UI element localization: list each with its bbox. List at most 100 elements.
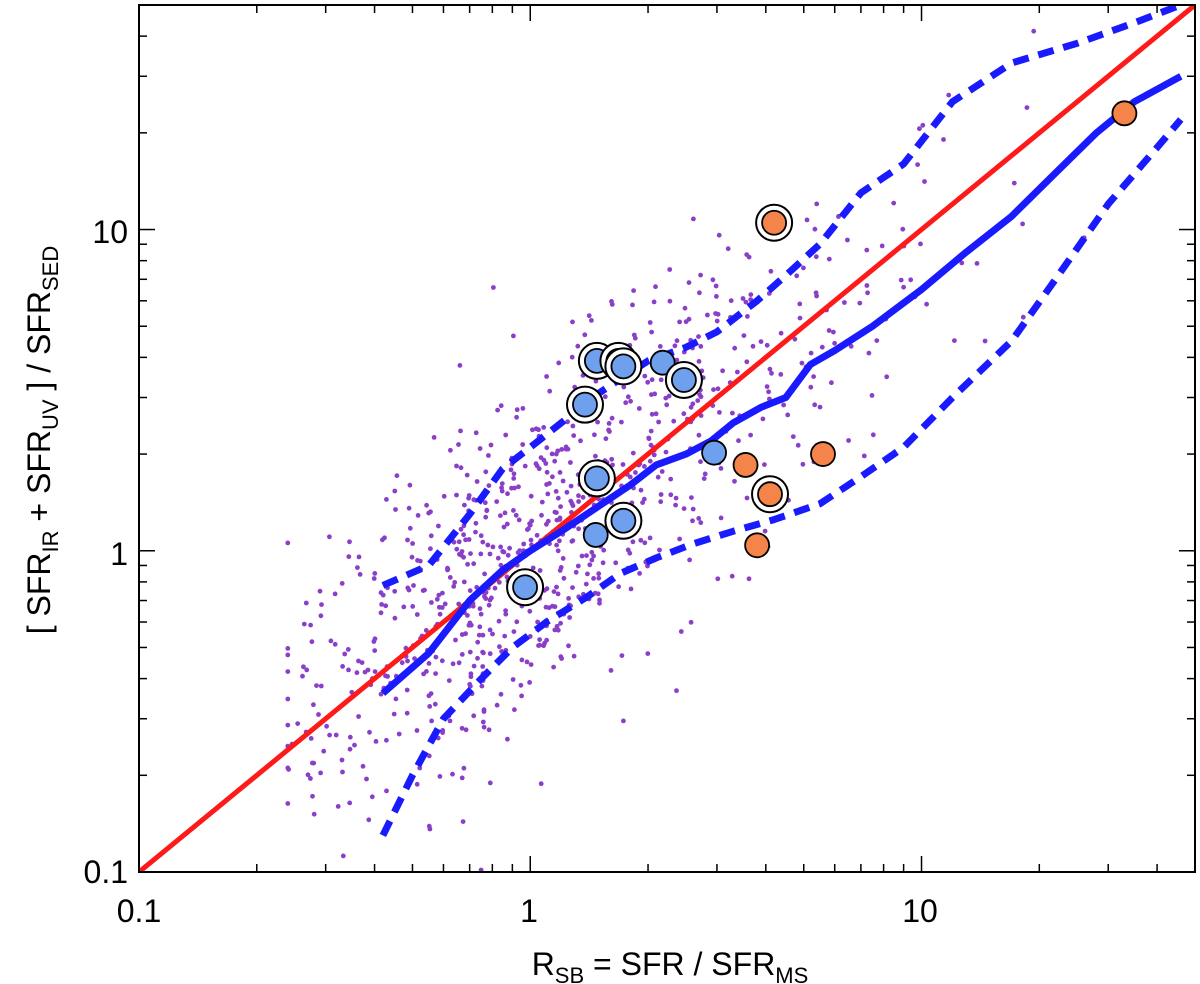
sample-point (695, 398, 701, 403)
sample-point (808, 384, 814, 390)
blue-source-marker (512, 574, 538, 601)
sample-point (647, 535, 653, 541)
orange-source-marker (1111, 100, 1138, 127)
sample-point (369, 794, 375, 800)
sample-point (432, 701, 438, 707)
sample-point (285, 540, 291, 546)
sample-point (736, 438, 741, 444)
sample-point (814, 293, 819, 299)
upper-percentile-line (381, 5, 1183, 589)
sample-point (613, 560, 619, 566)
sample-point (448, 447, 453, 453)
sample-point (686, 280, 692, 285)
sample-point (459, 632, 465, 637)
sample-point (630, 539, 636, 545)
sample-point (767, 366, 773, 372)
sample-point (589, 318, 594, 323)
sample-point (799, 360, 805, 366)
sample-point (318, 613, 324, 619)
sample-point (396, 731, 402, 737)
sample-point (593, 378, 599, 384)
sample-point (625, 394, 631, 400)
sample-point (778, 372, 784, 377)
x-tick-label-0.1: 0.1 (117, 893, 161, 929)
sample-point (486, 453, 491, 458)
x-axis-title: RSB = SFR / SFRMS (532, 946, 809, 984)
sample-point (301, 664, 306, 670)
sample-point (530, 565, 536, 571)
sample-point (819, 344, 825, 350)
sample-point (528, 662, 534, 667)
sample-point (591, 553, 596, 559)
one-to-one-line-line (139, 5, 1195, 872)
sample-point (366, 817, 372, 823)
sample-point (333, 732, 339, 738)
sample-point (485, 542, 491, 548)
sample-point (744, 359, 750, 365)
sample-point (516, 484, 521, 490)
sample-point (445, 567, 450, 573)
sample-point (547, 481, 552, 486)
sample-point (404, 710, 410, 716)
sample-point (467, 649, 473, 655)
sample-point (429, 718, 434, 724)
sample-point (884, 374, 890, 380)
sample-point (340, 769, 345, 775)
sample-point (657, 344, 663, 349)
sample-point (537, 637, 542, 642)
sample-point (557, 568, 563, 573)
sample-point (511, 629, 517, 634)
sample-point (641, 496, 647, 502)
sample-point (794, 273, 800, 279)
sample-point (649, 411, 655, 417)
sample-point (414, 728, 420, 733)
sample-point (702, 471, 708, 477)
sample-point (922, 179, 927, 184)
sample-point (345, 647, 351, 652)
sample-point (458, 428, 463, 434)
sample-point (450, 771, 455, 777)
sample-point (383, 673, 388, 679)
sample-point (426, 661, 432, 666)
sample-point (713, 311, 718, 316)
sample-point (498, 513, 503, 518)
sample-point (790, 434, 796, 439)
sample-point (372, 669, 378, 674)
sample-point (483, 596, 489, 601)
blue-source-marker (572, 391, 598, 418)
sample-point (628, 586, 634, 592)
sample-point (391, 711, 397, 717)
sample-point (439, 605, 445, 610)
sample-point (1031, 28, 1037, 34)
sample-point (412, 656, 417, 661)
sample-point (959, 260, 965, 266)
sample-point (554, 510, 559, 515)
sample-point (526, 526, 531, 532)
sample-point (1024, 105, 1030, 110)
sample-point (647, 320, 653, 325)
sample-point (309, 639, 315, 645)
sample-point (642, 373, 648, 379)
sample-point (452, 580, 458, 585)
sample-point (285, 646, 291, 651)
sample-point (496, 618, 502, 624)
sample-point (516, 517, 522, 523)
sample-point (471, 561, 477, 567)
sample-point (655, 474, 661, 480)
sample-point (462, 502, 467, 508)
sample-point (801, 265, 806, 271)
sample-point (347, 734, 353, 740)
sample-point (410, 604, 416, 609)
sample-point (486, 727, 492, 733)
sample-point (411, 583, 416, 588)
sample-point (392, 588, 398, 594)
sample-point (941, 137, 946, 142)
sample-point (814, 201, 820, 207)
sample-point (637, 571, 642, 576)
sample-point (340, 853, 346, 859)
sample-point (415, 558, 420, 563)
sample-point (633, 470, 638, 475)
sample-point (866, 350, 872, 356)
sample-point (454, 492, 459, 498)
sample-point (314, 683, 319, 688)
